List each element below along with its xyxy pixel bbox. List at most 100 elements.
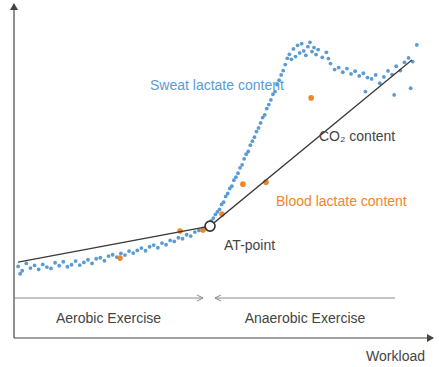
- sweat-lactate-point: [320, 55, 324, 59]
- sweat-lactate-point: [253, 135, 257, 139]
- sweat-lactate-point: [364, 90, 368, 94]
- sweat-lactate-point: [386, 69, 390, 73]
- sweat-lactate-point: [61, 260, 65, 264]
- x-axis: [14, 337, 433, 338]
- plot-marks: [16, 40, 418, 275]
- blood-lactate-point: [240, 181, 246, 187]
- sweat-lactate-point: [103, 259, 107, 263]
- sweat-lactate-point: [283, 63, 287, 67]
- sweat-lactate-point: [298, 51, 302, 55]
- sweat-lactate-point: [185, 233, 189, 237]
- sweat-lactate-point: [302, 49, 306, 53]
- sweat-lactate-point: [392, 93, 396, 97]
- blood-lactate-point: [308, 95, 314, 101]
- sweat-lactate-point: [160, 241, 164, 245]
- sweat-lactate-point: [240, 163, 244, 167]
- sweat-lactate-point: [119, 252, 123, 256]
- sweat-lactate-point: [168, 239, 172, 243]
- sweat-lactate-point: [310, 50, 314, 54]
- sweat-lactate-point: [281, 69, 285, 73]
- sweat-lactate-point: [316, 48, 320, 52]
- series-label: Blood lactate content: [276, 193, 407, 209]
- sweat-lactate-point: [304, 53, 308, 57]
- sweat-lactate-point: [66, 265, 70, 269]
- sweat-lactate-point: [78, 263, 82, 267]
- sweat-lactate-point: [86, 258, 90, 262]
- sweat-lactate-point: [148, 245, 152, 249]
- chart: AT-point Sweat lactate content Blood lacta…: [0, 0, 439, 367]
- blood-lactate-point: [117, 255, 123, 261]
- sweat-lactate-point: [409, 86, 413, 90]
- sweat-lactate-point: [246, 150, 250, 154]
- sweat-lactate-point: [20, 269, 24, 273]
- sweat-lactate-point: [140, 246, 144, 250]
- sweat-lactate-point: [415, 43, 419, 47]
- sweat-lactate-point: [349, 72, 353, 76]
- sweat-lactate-point: [98, 256, 102, 260]
- sweat-lactate-point: [308, 40, 312, 44]
- x-axis-label: Workload: [366, 348, 425, 364]
- sweat-lactate-point: [259, 121, 263, 125]
- sweat-lactate-point: [57, 264, 61, 268]
- series-label: CO₂ content: [319, 128, 395, 144]
- sweat-lactate-point: [33, 264, 37, 268]
- sweat-lactate-point: [242, 157, 246, 161]
- sweat-lactate-point: [29, 266, 33, 270]
- sweat-lactate-point: [41, 263, 45, 267]
- sweat-lactate-point: [53, 261, 57, 265]
- sweat-lactate-point: [403, 60, 407, 64]
- sweat-lactate-point: [24, 262, 28, 266]
- sweat-lactate-point: [357, 74, 361, 78]
- sweat-lactate-point: [382, 75, 386, 79]
- sweat-lactate-point: [329, 62, 333, 66]
- sweat-lactate-point: [70, 263, 74, 267]
- sweat-lactate-point: [255, 130, 259, 134]
- sweat-lactate-point: [90, 262, 94, 266]
- sweat-lactate-point: [353, 69, 357, 73]
- sweat-lactate-point: [82, 261, 86, 265]
- sweat-lactate-point: [300, 42, 304, 46]
- sweat-lactate-point: [292, 47, 296, 51]
- annotation-label: AT-point: [224, 237, 275, 253]
- sweat-lactate-point: [94, 257, 98, 261]
- sweat-lactate-point: [250, 139, 254, 143]
- sweat-lactate-point: [287, 52, 291, 56]
- sweat-lactate-point: [285, 56, 289, 60]
- sweat-lactate-point: [314, 53, 318, 57]
- sweat-lactate-point: [296, 43, 300, 47]
- region-arrow: [215, 298, 395, 299]
- sweat-lactate-point: [193, 230, 197, 234]
- y-axis: [13, 4, 14, 338]
- sweat-lactate-point: [394, 64, 398, 68]
- sweat-lactate-point: [294, 55, 298, 59]
- sweat-lactate-point: [265, 107, 269, 111]
- sweat-lactate-point: [324, 50, 328, 54]
- sweat-lactate-point: [257, 126, 261, 130]
- sweat-lactate-point: [370, 77, 374, 81]
- sweat-lactate-point: [263, 113, 267, 117]
- sweat-lactate-point: [222, 200, 226, 204]
- sweat-lactate-point: [135, 249, 139, 253]
- sweat-lactate-point: [45, 265, 49, 269]
- sweat-lactate-point: [361, 71, 365, 75]
- sweat-lactate-point: [226, 192, 230, 196]
- sweat-lactate-point: [127, 249, 131, 253]
- sweat-lactate-point: [341, 70, 345, 74]
- sweat-lactate-point: [312, 46, 316, 50]
- sweat-lactate-point: [211, 216, 215, 220]
- sweat-lactate-point: [236, 171, 240, 175]
- series-label: Sweat lactate content: [150, 77, 284, 93]
- sweat-lactate-point: [123, 253, 127, 257]
- sweat-lactate-point: [366, 76, 370, 80]
- sweat-lactate-point: [306, 45, 310, 49]
- sweat-lactate-point: [248, 143, 252, 147]
- sweat-lactate-point: [374, 73, 378, 77]
- sweat-lactate-point: [189, 234, 193, 238]
- sweat-lactate-point: [234, 175, 238, 179]
- sweat-lactate-point: [181, 237, 185, 241]
- sweat-lactate-point: [230, 184, 234, 188]
- sweat-lactate-point: [111, 253, 115, 257]
- sweat-lactate-point: [49, 267, 53, 271]
- region-arrow: [14, 298, 203, 299]
- sweat-lactate-point: [172, 240, 176, 244]
